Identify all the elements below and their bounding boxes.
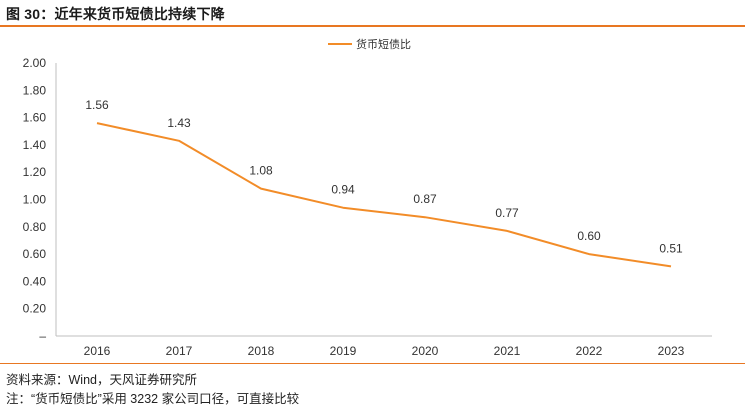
footnote: 注：“货币短债比”采用 3232 家公司口径，可直接比较 xyxy=(6,392,300,406)
bottom-rule xyxy=(0,363,745,364)
x-tick-label: 2018 xyxy=(248,344,275,358)
data-label: 1.08 xyxy=(249,164,273,178)
x-tick-label: 2020 xyxy=(412,344,439,358)
top-rule xyxy=(0,25,745,27)
x-tick-label: 2017 xyxy=(166,344,193,358)
x-tick-label: 2023 xyxy=(658,344,685,358)
x-tick-labels: 2016 2017 2018 2019 2020 2021 2022 2023 xyxy=(84,344,685,358)
y-tick-label: 0.60 xyxy=(23,247,47,261)
figure-title: 图 30：近年来货币短债比持续下降 xyxy=(6,6,225,22)
x-tick-label: 2019 xyxy=(330,344,357,358)
y-tick-label: 1.00 xyxy=(23,193,47,207)
data-label: 1.43 xyxy=(167,116,191,130)
data-label: 0.77 xyxy=(495,206,519,220)
y-tick-label: 1.40 xyxy=(23,138,47,152)
x-tick-label: 2022 xyxy=(576,344,603,358)
x-tick-label: 2021 xyxy=(494,344,521,358)
legend-label: 货币短债比 xyxy=(356,37,411,51)
source-note: 资料来源：Wind，天风证券研究所 xyxy=(6,373,197,387)
x-tick-label: 2016 xyxy=(84,344,111,358)
data-label: 1.56 xyxy=(85,98,109,112)
data-labels: 1.56 1.43 1.08 0.94 0.87 0.77 0.60 0.51 xyxy=(85,98,683,255)
y-tick-label: 1.80 xyxy=(23,83,47,97)
legend: 货币短债比 xyxy=(328,37,411,51)
data-label: 0.87 xyxy=(413,192,437,206)
y-tick-labels: 2.00 1.80 1.60 1.40 1.20 1.00 0.80 0.60 0.40 0.20… xyxy=(23,56,47,343)
y-tick-label: 0.80 xyxy=(23,220,47,234)
data-label: 0.94 xyxy=(331,183,355,197)
data-label: 0.60 xyxy=(577,229,601,243)
data-label: 0.51 xyxy=(659,241,683,255)
y-tick-label: 2.00 xyxy=(23,56,47,70)
line-chart: 货币短债比 2.00 1.80 1.60 1.40 1.20 1.00 0.80 0.60 0.… xyxy=(23,37,712,358)
y-tick-label: 0.40 xyxy=(23,274,47,288)
y-tick-label: 1.20 xyxy=(23,165,47,179)
y-tick-label: 1.60 xyxy=(23,111,47,125)
y-tick-label: 0.20 xyxy=(23,302,47,316)
y-tick-label: – xyxy=(39,329,46,343)
series-line-huobi-duanzhaibi xyxy=(96,122,672,268)
